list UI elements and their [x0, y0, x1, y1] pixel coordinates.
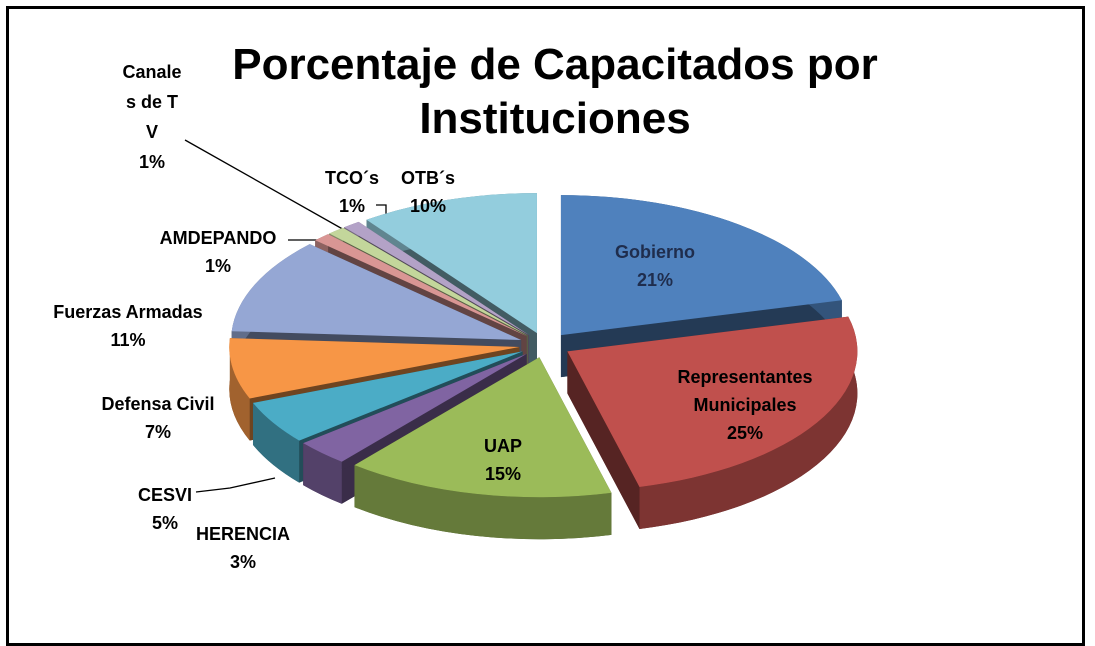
chart-title: Porcentaje de Capacitados por Institucio…: [232, 40, 878, 143]
slice-label: UAP 15%: [458, 432, 548, 488]
slice-label: Canales de TV 1%: [121, 57, 183, 177]
slice-value-label: 7%: [144, 422, 171, 442]
slice-value-label: 1%: [204, 256, 231, 276]
slice: [366, 193, 537, 334]
slice-label: HERENCIA 3%: [178, 520, 308, 576]
slice-category-label: Canales de TV: [122, 62, 182, 142]
slice: [354, 357, 612, 498]
slice-category-label: TCO´s: [325, 168, 379, 188]
slice: [229, 338, 520, 399]
slice-side: [229, 338, 250, 441]
slice-label: Defensa Civil 7%: [73, 390, 243, 446]
slice-wall: [303, 353, 527, 486]
slice-value-label: 15%: [484, 464, 522, 484]
slice: [344, 221, 530, 336]
slice-label: CESVI 5%: [115, 481, 215, 537]
slice-value-label: 1%: [338, 196, 365, 216]
slice-category-label: Representantes Municipales: [677, 367, 813, 415]
slice-label: Representantes Municipales 25%: [645, 363, 845, 447]
slice-wall: [567, 351, 640, 529]
slice-label: Fuerzas Armadas 11%: [8, 298, 248, 354]
slice-category-label: UAP: [483, 436, 522, 456]
slice-side: [303, 443, 342, 504]
slice-category-label: Gobierno: [615, 242, 695, 262]
slice: [329, 227, 528, 336]
slice-side: [354, 465, 612, 540]
slice-category-label: CESVI: [137, 485, 193, 505]
slice: [252, 351, 523, 441]
slice-value-label: 1%: [138, 152, 165, 172]
slice-label: OTB´s 10%: [383, 164, 473, 220]
slice-category-label: Fuerzas Armadas: [53, 302, 203, 322]
slice: [567, 316, 858, 487]
slice-category-label: OTB´s: [401, 168, 455, 188]
slice: [303, 353, 527, 462]
slice-label: TCO´s 1%: [307, 164, 397, 220]
slice-value-label: 3%: [229, 552, 256, 572]
slice-label: Gobierno 21%: [610, 238, 700, 294]
slice-value-label: 10%: [409, 196, 447, 216]
slice-side: [252, 402, 300, 483]
slice-value-label: 5%: [151, 513, 178, 533]
slice: [560, 195, 842, 336]
slice-label: AMDEPANDO 1%: [133, 224, 303, 280]
slice-value-label: 21%: [636, 270, 674, 290]
leader-line: [195, 477, 276, 493]
slice-category-label: HERENCIA: [195, 524, 290, 544]
slice-value-label: 25%: [726, 423, 764, 443]
slice-category-label: Defensa Civil: [101, 394, 215, 414]
slice: [315, 234, 527, 337]
slice-value-label: 11%: [110, 330, 146, 350]
slice-side: [639, 316, 858, 529]
slice: [231, 244, 522, 341]
slice-category-label: AMDEPANDO: [159, 228, 277, 248]
